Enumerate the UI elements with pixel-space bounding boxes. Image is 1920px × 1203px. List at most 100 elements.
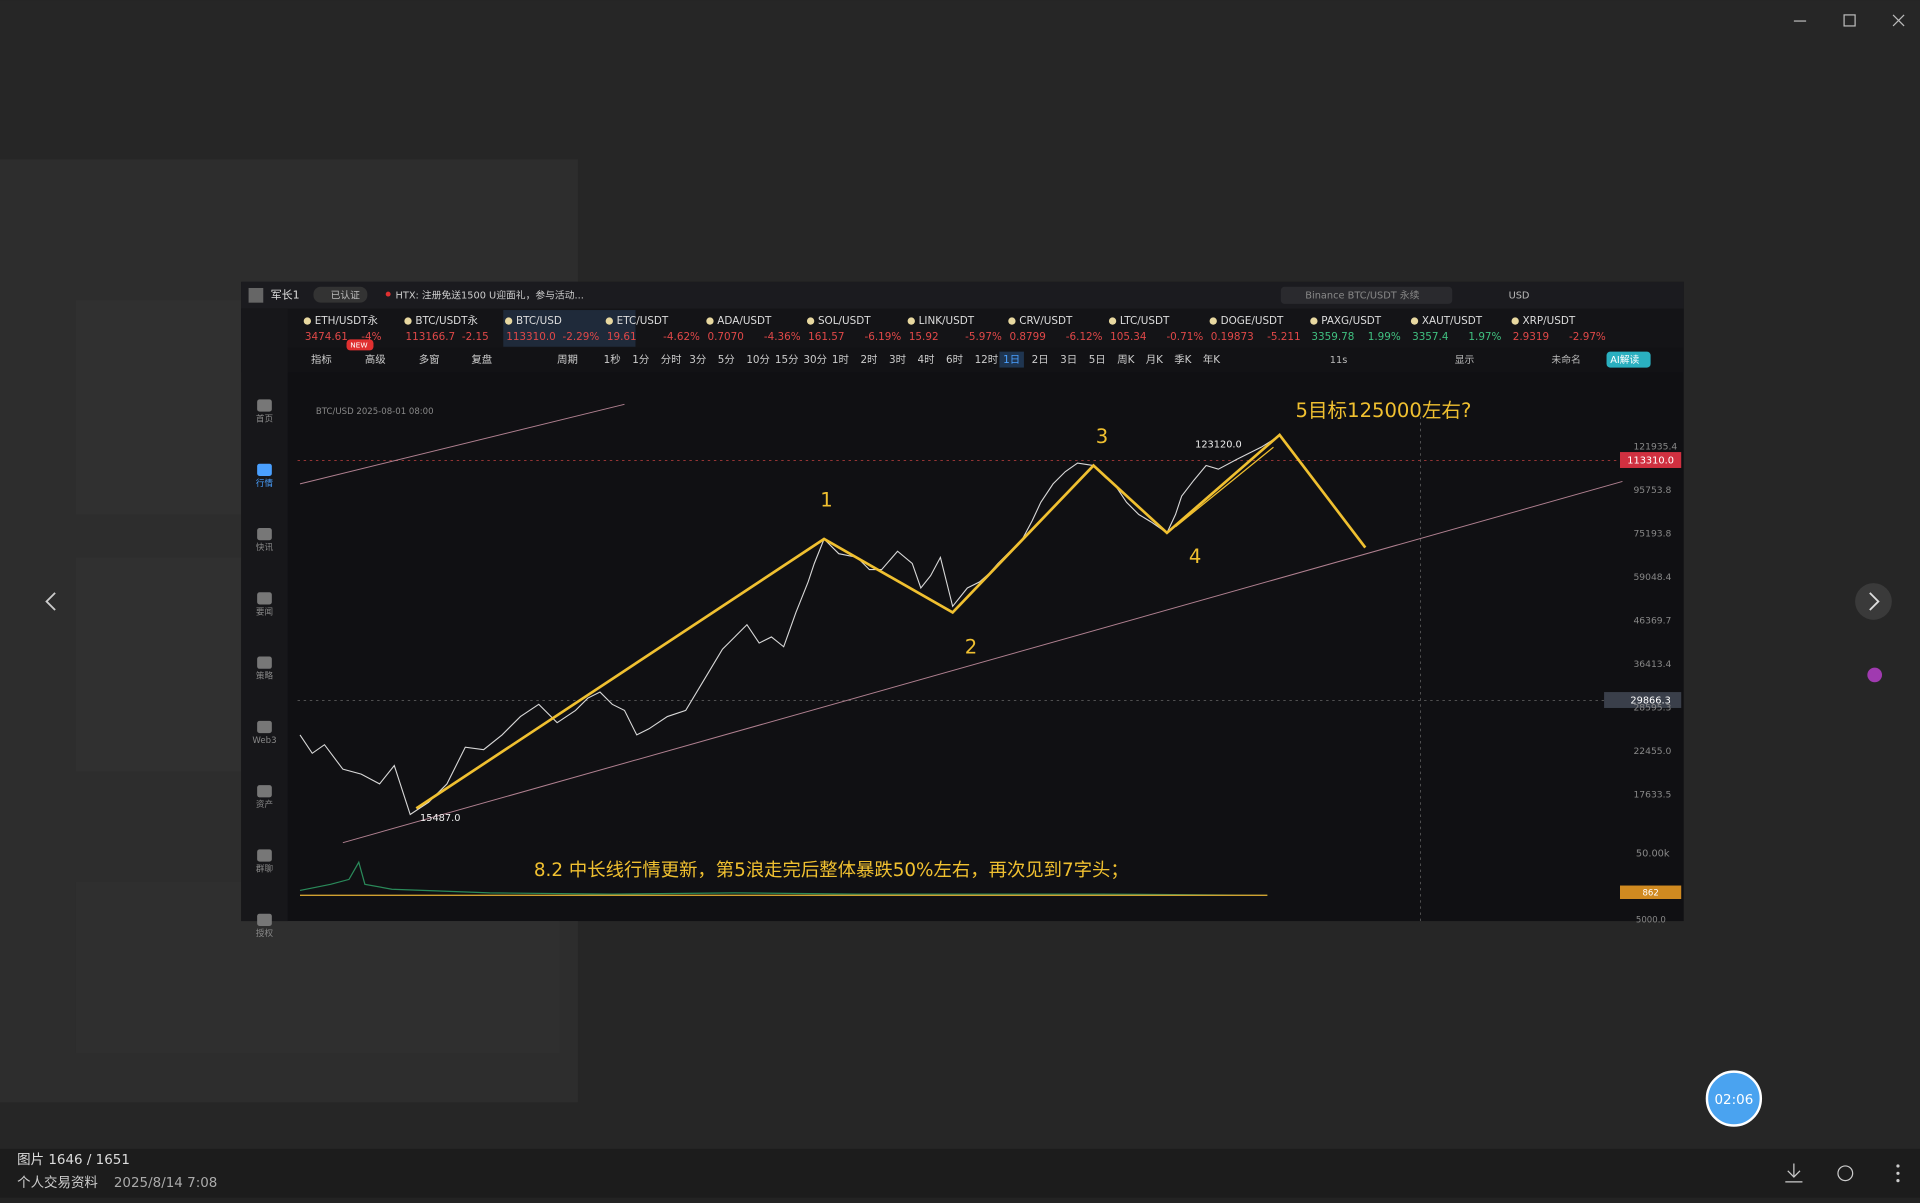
price-axis-label: 36413.4	[1633, 659, 1671, 670]
period[interactable]: 3日	[1060, 354, 1077, 366]
period[interactable]: 10分	[746, 354, 770, 366]
bg-card	[75, 557, 248, 772]
sidebar-label: 资产	[256, 798, 273, 810]
period[interactable]: 1秒	[604, 353, 621, 366]
ticker-dot	[1410, 317, 1419, 325]
sidebar-label: 首页	[256, 413, 273, 425]
ticker-change: -2.15	[462, 331, 489, 343]
ticker-dot	[303, 317, 312, 325]
new-badge-bg	[346, 339, 374, 351]
counter: 图片 1646 / 1651	[17, 1152, 130, 1168]
next-button[interactable]	[1855, 583, 1892, 620]
ticker-name[interactable]: BTC/USDT永	[415, 314, 478, 327]
menu[interactable]	[1896, 1164, 1900, 1168]
price-axis-label: 95753.8	[1633, 485, 1671, 496]
search-box[interactable]	[1280, 286, 1453, 304]
last-price: 113310.0	[1627, 456, 1674, 467]
sidebar-icon[interactable]	[257, 399, 272, 412]
price-axis-label: 59048.4	[1633, 572, 1671, 583]
ticker-name[interactable]: XRP/USDT	[1523, 315, 1576, 327]
download[interactable]	[1785, 1163, 1803, 1183]
tool[interactable]: 指标	[311, 353, 332, 366]
period[interactable]: 季K	[1174, 354, 1192, 366]
period[interactable]: 5分	[718, 354, 735, 366]
cursor-dot	[1867, 667, 1883, 683]
price-axis-label: 121935.4	[1633, 442, 1677, 453]
notice: HTX: 注册免送1500 U迎面礼，参与活动...	[396, 288, 584, 301]
symbol-line: BTC/USD 2025-08-01 08:00	[316, 407, 434, 417]
period[interactable]: 5日	[1089, 354, 1106, 366]
ticker-name[interactable]: BTC/USD	[516, 315, 562, 327]
sidebar-icon[interactable]	[257, 720, 272, 734]
sidebar-label: 策略	[256, 670, 274, 682]
target-note: 5目标125000左右?	[1296, 399, 1472, 422]
ticker-dot	[806, 317, 815, 325]
prev-button[interactable]	[45, 592, 56, 611]
ticker-name[interactable]: ADA/USDT	[717, 315, 772, 327]
ticker-name[interactable]: LTC/USDT	[1120, 315, 1170, 327]
sidebar-icon[interactable]	[257, 913, 272, 926]
ticker-name[interactable]: CRV/USDT	[1019, 315, 1073, 327]
period[interactable]: 30分	[803, 354, 827, 366]
ticker-name[interactable]: PAXG/USDT	[1321, 315, 1382, 327]
badge-bg	[313, 286, 368, 303]
ticker-price: 3357.4	[1412, 331, 1449, 343]
sidebar-icon[interactable]	[257, 785, 272, 798]
right-tool[interactable]: 未命名	[1551, 353, 1580, 366]
sidebar-icon[interactable]	[257, 592, 272, 605]
update-note: 8.2 中长线行情更新，第5浪走完后整体暴跌50%左右，再次见到7字头；	[534, 860, 1129, 881]
period[interactable]: 12时	[975, 354, 999, 366]
notice-dot	[385, 291, 391, 297]
period[interactable]: 3分	[689, 354, 706, 366]
rotate[interactable]	[1837, 1165, 1854, 1182]
sidebar-icon[interactable]	[257, 527, 272, 541]
right-tool[interactable]: AI解读	[1610, 353, 1639, 366]
period[interactable]: 年K	[1203, 353, 1221, 366]
cursor-price: 29866.3	[1630, 696, 1670, 707]
ticker-name[interactable]: ETC/USDT	[617, 315, 669, 327]
right-tool[interactable]: 11s	[1330, 355, 1348, 366]
ticker-name[interactable]: XAUT/USDT	[1422, 315, 1483, 327]
tool[interactable]: 多窗	[419, 353, 440, 366]
ticker-name[interactable]: ETH/USDT永	[315, 314, 379, 327]
ticker-price: 3359.78	[1311, 331, 1354, 343]
ticker-price: 0.8799	[1009, 331, 1045, 343]
period[interactable]: 3时	[889, 354, 906, 366]
period[interactable]: 15分	[775, 354, 799, 366]
right-tool[interactable]: 显示	[1455, 354, 1475, 366]
period[interactable]: 分时	[661, 354, 682, 366]
timer-badge[interactable]	[1705, 1070, 1763, 1127]
sidebar-icon[interactable]	[257, 849, 272, 862]
menu	[1896, 1171, 1900, 1175]
tool[interactable]: 周期	[557, 354, 578, 366]
period[interactable]: 周K	[1117, 354, 1135, 366]
period[interactable]: 6时	[946, 354, 963, 366]
ticker-price: 113310.0	[506, 331, 556, 343]
ticker-name[interactable]: LINK/USDT	[919, 315, 975, 327]
ticker-name[interactable]: SOL/USDT	[818, 315, 871, 327]
period[interactable]: 月K	[1146, 354, 1164, 366]
period[interactable]: 1分	[632, 354, 649, 366]
trend-line	[299, 403, 625, 485]
period[interactable]: 1日	[1003, 354, 1020, 366]
close[interactable]	[1892, 14, 1905, 27]
ticker-price: 15.92	[909, 331, 939, 343]
period[interactable]: 2时	[860, 354, 877, 366]
period[interactable]: 2日	[1032, 354, 1049, 366]
period[interactable]: 1时	[832, 354, 849, 366]
restore[interactable]	[1843, 14, 1856, 27]
ticker-change: -6.19%	[864, 331, 901, 343]
high-label: 123120.0	[1195, 440, 1242, 451]
sidebar-icon[interactable]	[257, 463, 272, 476]
tool[interactable]: 高级	[365, 353, 386, 366]
sidebar-icon[interactable]	[257, 656, 272, 669]
ticker-dot	[504, 317, 513, 325]
ticker-name[interactable]: DOGE/USDT	[1221, 315, 1284, 327]
tool[interactable]: 复盘	[471, 353, 492, 366]
ticker-dot	[1108, 317, 1117, 325]
ticker-dot	[1511, 317, 1519, 325]
period[interactable]: 4时	[918, 354, 935, 366]
cursor-price-tag	[1604, 692, 1682, 708]
ticker-price: 2.9319	[1513, 331, 1549, 343]
bottom-bar	[0, 1148, 1920, 1198]
